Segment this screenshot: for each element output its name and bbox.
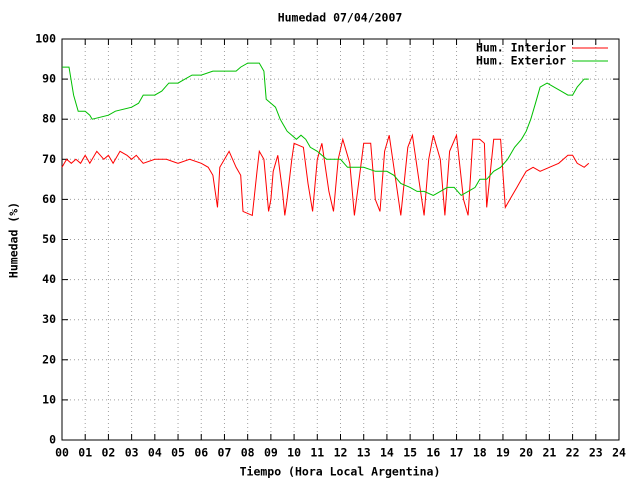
- x-tick-label: 00: [55, 446, 69, 460]
- legend-label: Hum. Interior: [476, 41, 566, 55]
- y-tick-label: 90: [42, 72, 56, 86]
- y-tick-label: 10: [42, 392, 56, 406]
- x-tick-label: 11: [310, 446, 324, 460]
- legend-label: Hum. Exterior: [476, 54, 566, 68]
- y-tick-label: 0: [49, 433, 56, 447]
- y-tick-label: 50: [42, 232, 56, 246]
- x-tick-label: 21: [542, 446, 556, 460]
- series-line: [62, 62, 589, 197]
- x-tick-label: 24: [612, 446, 626, 460]
- x-tick-label: 03: [125, 446, 139, 460]
- x-tick-label: 16: [426, 446, 440, 460]
- x-tick-label: 12: [334, 446, 348, 460]
- y-tick-label: 30: [42, 312, 56, 326]
- x-tick-label: 13: [357, 446, 371, 460]
- y-tick-label: 80: [42, 112, 56, 126]
- series-line: [61, 133, 590, 217]
- x-tick-label: 09: [264, 446, 278, 460]
- x-tick-label: 06: [194, 446, 208, 460]
- plot-border: [61, 38, 620, 441]
- x-tick-label: 15: [403, 446, 417, 460]
- x-tick-label: 14: [380, 446, 394, 460]
- x-tick-label: 08: [241, 446, 255, 460]
- y-tick-label: 100: [35, 32, 56, 46]
- x-tick-label: 17: [450, 446, 464, 460]
- x-axis-label: Tiempo (Hora Local Argentina): [240, 465, 441, 479]
- x-tick-label: 01: [78, 446, 92, 460]
- x-tick-label: 23: [589, 446, 603, 460]
- y-tick-label: 60: [42, 192, 56, 206]
- y-tick-label: 20: [42, 352, 56, 366]
- y-tick-label: 40: [42, 272, 56, 286]
- x-tick-label: 07: [218, 446, 232, 460]
- chart-title: Humedad 07/04/2007: [278, 11, 403, 25]
- x-tick-label: 10: [287, 446, 301, 460]
- x-tick-label: 22: [566, 446, 580, 460]
- x-tick-label: 02: [101, 446, 115, 460]
- x-tick-label: 04: [148, 446, 162, 460]
- x-tick-label: 05: [171, 446, 185, 460]
- x-tick-label: 18: [473, 446, 487, 460]
- x-tick-label: 19: [496, 446, 510, 460]
- x-tick-label: 20: [519, 446, 533, 460]
- y-tick-label: 70: [42, 152, 56, 166]
- y-axis-label: Humedad (%): [7, 202, 21, 278]
